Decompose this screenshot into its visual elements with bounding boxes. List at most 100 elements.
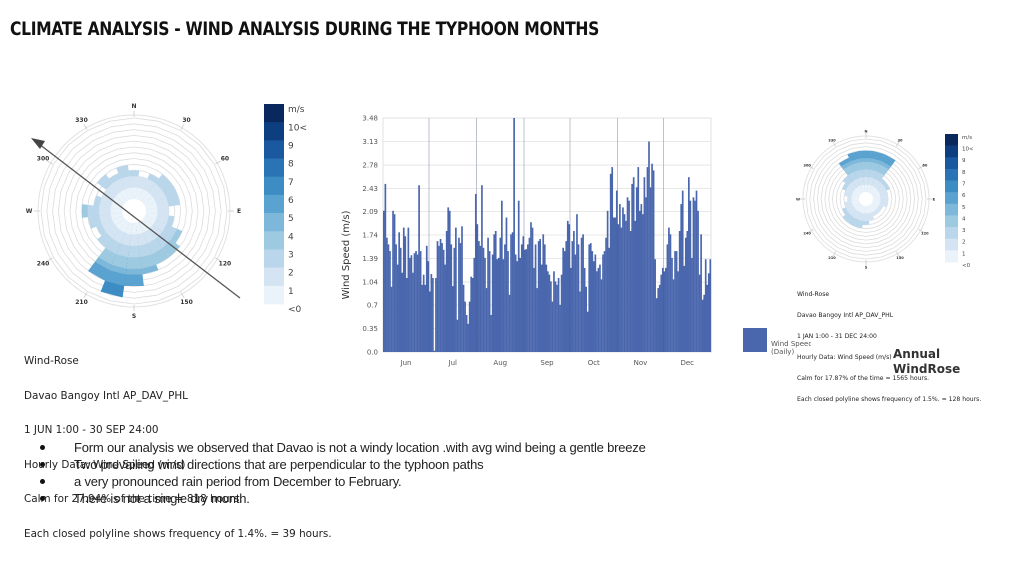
rose-grid-ring [46,123,222,299]
daily-bar [496,259,499,352]
rose-sector-band [116,212,123,218]
daily-bar [684,237,687,352]
daily-bar [652,170,655,352]
daily-bar [528,237,531,352]
rose-sector-band [131,222,137,229]
daily-bar [510,234,512,352]
daily-bar [436,241,439,352]
degree-label: 30 [182,117,190,124]
degree-label: 30 [897,138,903,142]
daily-bar [568,224,571,352]
daily-bar [577,244,580,352]
windrose-typhoon-info: Wind-Rose Davao Bangoy Intl AP_DAV_PHL 1… [24,333,332,552]
daily-bar [675,251,678,352]
daily-bar [585,286,587,352]
daily-bar [576,214,578,352]
daily-bar [565,241,568,352]
rose-legend-label: 3 [288,251,294,261]
daily-bar [579,291,581,352]
x-tick-label: Jun [400,359,412,367]
daily-bar [589,243,592,352]
daily-bar [634,220,637,352]
daily-bar [387,244,390,352]
degree-label: 300 [37,156,50,163]
info-line: 1 JAN 1:00 - 31 DEC 24:00 [797,333,877,340]
daily-bar [620,227,623,352]
daily-bar [494,231,497,352]
x-tick-label: Aug [493,359,507,367]
daily-bar [399,247,402,352]
daily-bar [608,247,610,352]
daily-bar [661,267,664,352]
daily-bar [422,274,425,352]
rose-legend-swatch [945,203,958,216]
daily-bar [680,204,683,352]
typhoon-path-arrow [38,143,241,299]
degree-label: 300 [803,163,811,167]
rose-legend-label: 8 [962,170,966,176]
legend-label-wind-speed: Wind Speed (Daily) [771,340,811,356]
daily-bar [438,245,440,352]
daily-bar [614,217,617,352]
rose-legend-swatch [945,192,958,205]
y-tick-label: 3.48 [362,115,378,123]
daily-bar [456,319,459,352]
daily-bar [597,267,600,352]
rose-legend-label: 5 [962,205,966,211]
daily-bar [692,197,695,352]
daily-bar [605,237,607,352]
daily-bar [571,241,574,352]
daily-bar [619,204,621,352]
info-line: Wind-Rose [24,355,79,367]
daily-bar [393,214,396,352]
daily-bar [432,278,434,352]
y-tick-label: 0.7 [367,301,378,309]
daily-bar [455,227,457,352]
daily-bar [421,284,423,352]
rose-sector-band [857,203,862,208]
daily-bar [522,236,525,352]
daily-bar [622,207,624,352]
rose-legend-label: 10< [962,147,974,153]
daily-bar [481,185,483,352]
rose-sector-band [116,208,123,214]
daily-bar [501,200,503,352]
rose-tick [215,160,221,165]
bullet-icon [40,445,45,450]
daily-bar [534,244,537,352]
daily-bar [396,264,399,352]
slide-title: CLIMATE ANALYSIS - WIND ANALYSIS DURING … [10,18,600,40]
daily-bar [530,222,532,352]
daily-bar [617,224,620,352]
compass-label-w: W [26,208,33,215]
daily-bar [389,251,391,352]
rose-legend-swatch [264,140,284,159]
finding-item: a very pronounced rain period from Decem… [40,473,646,490]
rose-legend-swatch [945,145,958,158]
x-tick-label: Jul [448,359,458,367]
daily-bar [697,210,699,352]
daily-bar [651,163,653,352]
daily-bar [645,197,647,352]
y-tick-label: 0.35 [362,325,378,333]
daily-bar [698,274,701,352]
rose-legend-unit: m/s [288,105,305,115]
rose-tick [215,257,221,262]
info-line: Calm for 17.87% of the time = 1565 hours… [797,375,930,382]
daily-bar [384,183,387,352]
daily-bar [553,271,555,352]
daily-bar [629,231,632,352]
daily-bar [462,284,465,352]
daily-bar [470,276,473,352]
daily-bar [445,231,448,352]
rose-sector-band [131,193,137,200]
daily-bar [596,271,598,352]
daily-bar [409,257,411,352]
rose-legend-label: 6 [288,196,294,206]
rose-sector-band [868,189,873,194]
daily-bar [459,243,462,352]
rose-legend-label: 10< [288,123,307,133]
rose-tick [807,165,814,169]
rose-legend-label: 7 [288,178,294,188]
